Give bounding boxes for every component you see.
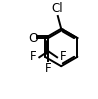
Text: F: F [45, 62, 52, 75]
Text: O: O [28, 32, 38, 45]
Text: F: F [30, 50, 37, 63]
Text: F: F [60, 50, 66, 63]
Text: Cl: Cl [51, 2, 63, 15]
